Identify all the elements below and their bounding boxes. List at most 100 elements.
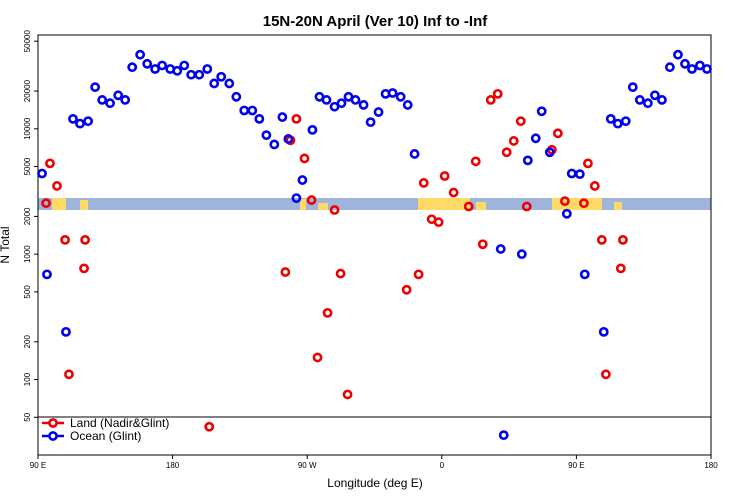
data-point: [387, 88, 398, 98]
data-point: [283, 134, 294, 144]
data-point: [583, 158, 593, 169]
data-point: [673, 49, 683, 60]
data-point: [150, 64, 161, 74]
plot-frame: [37, 34, 712, 456]
data-point: [498, 430, 509, 441]
data-point: [448, 187, 459, 198]
data-point: [566, 168, 577, 179]
data-point: [634, 95, 645, 105]
data-point: [373, 107, 384, 117]
chart-title: 15N-20N April (Ver 10) Inf to -Inf: [263, 13, 488, 30]
data-point: [231, 91, 242, 102]
data-point: [620, 116, 631, 127]
y-tick-label: 5000: [23, 157, 32, 175]
y-tick-label: 1000: [23, 245, 32, 263]
data-point: [627, 82, 638, 93]
data-point: [172, 65, 183, 76]
y-tick-label: 50000: [23, 29, 32, 52]
data-point: [522, 155, 533, 166]
data-point: [600, 369, 611, 380]
data-point: [321, 95, 332, 105]
x-axis-label: Longitude (deg E): [327, 476, 422, 490]
data-point: [463, 201, 474, 212]
data-point: [280, 267, 291, 277]
data-point: [97, 95, 108, 105]
data-point: [501, 147, 512, 158]
data-point: [204, 421, 215, 432]
data-point: [350, 95, 361, 105]
data-point: [157, 60, 168, 71]
data-point: [269, 139, 280, 150]
data-point: [336, 98, 347, 109]
data-point: [90, 82, 101, 93]
x-tick-label: 180: [166, 461, 180, 470]
data-point: [413, 269, 424, 280]
data-point: [105, 98, 115, 109]
data-point: [598, 326, 609, 337]
data-point: [439, 171, 450, 181]
data-point: [239, 105, 250, 116]
data-point: [358, 100, 369, 110]
data-point: [68, 113, 78, 124]
data-point: [530, 133, 541, 144]
x-tick-label: 0: [440, 461, 445, 470]
data-point: [42, 269, 52, 280]
y-tick-label: 100: [23, 372, 32, 386]
data-point: [561, 208, 572, 219]
data-point: [52, 181, 62, 191]
data-point: [120, 95, 131, 105]
data-point: [261, 130, 272, 141]
data-point: [142, 58, 153, 69]
x-tick-label: 90 E: [568, 461, 584, 470]
data-point: [45, 158, 55, 169]
y-tick-label: 20000: [23, 79, 32, 102]
data-point: [365, 117, 376, 128]
data-point: [83, 116, 94, 127]
x-tick-label: 90 W: [298, 461, 317, 470]
data-point: [75, 118, 85, 129]
data-point: [307, 124, 318, 135]
map-strip: [38, 198, 711, 210]
data-point: [60, 234, 70, 245]
data-point: [559, 196, 570, 206]
data-point: [642, 98, 653, 109]
data-point: [291, 193, 302, 204]
data-point: [552, 128, 563, 139]
legend-marker: [48, 418, 58, 428]
data-point: [135, 49, 146, 60]
legend-marker: [48, 431, 58, 441]
data-point: [79, 263, 89, 274]
legend-label: Land (Nadir&Glint): [70, 416, 169, 430]
data-point: [470, 156, 481, 167]
y-tick-label: 2000: [23, 207, 32, 225]
data-point: [521, 201, 532, 212]
data-point: [664, 62, 675, 73]
data-point: [186, 69, 197, 80]
data-point: [64, 369, 74, 380]
legend-label: Ocean (Glint): [70, 429, 141, 443]
data-point: [395, 91, 406, 102]
y-tick-label: 500: [23, 285, 32, 299]
data-point: [297, 175, 308, 185]
data-point: [589, 181, 600, 191]
data-point: [402, 100, 413, 110]
data-point: [127, 62, 138, 73]
data-point: [329, 205, 340, 215]
data-point: [254, 113, 265, 124]
data-point: [80, 234, 91, 245]
y-tick-label: 10000: [23, 117, 32, 140]
x-tick-label: 90 E: [30, 461, 46, 470]
data-point: [492, 88, 503, 99]
data-point: [179, 60, 190, 71]
data-point: [306, 195, 317, 205]
data-point: [596, 234, 607, 245]
data-point: [702, 64, 712, 74]
y-axis-label: N Total: [0, 226, 12, 263]
data-point: [579, 269, 590, 280]
data-point: [216, 71, 227, 82]
data-point: [477, 239, 488, 250]
data-point: [695, 60, 705, 71]
data-point: [322, 307, 333, 318]
data-point: [574, 169, 585, 180]
